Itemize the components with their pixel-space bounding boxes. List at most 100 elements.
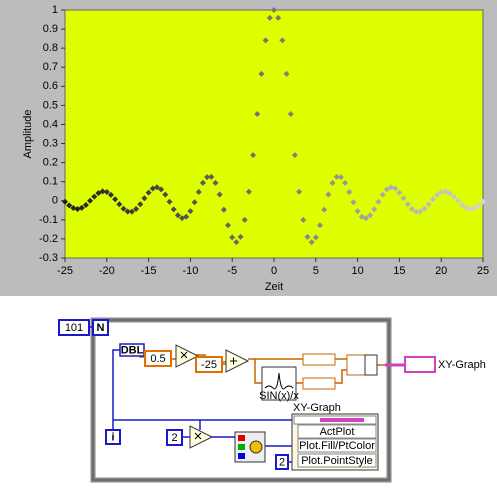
- property-node-label: XY-Graph: [293, 402, 341, 414]
- point: [254, 110, 261, 117]
- point: [291, 152, 298, 159]
- point: [333, 173, 340, 180]
- constant: [144, 350, 172, 367]
- indicator-label: XY-Graph: [438, 359, 486, 371]
- block-diagram: 101 N DBL 0.5 -25 SIN(x)/x: [58, 317, 486, 483]
- constant: [195, 356, 223, 373]
- point: [99, 188, 106, 195]
- point: [174, 212, 181, 219]
- point: [275, 14, 282, 21]
- y-tick-label: 1: [52, 4, 58, 16]
- x-tick-label: 25: [477, 265, 489, 277]
- rgb-b: [238, 453, 245, 459]
- point: [74, 205, 81, 212]
- x-tick-label: 10: [351, 265, 363, 277]
- for-loop-edge: [92, 319, 390, 481]
- point: [212, 179, 219, 186]
- point: [354, 208, 361, 215]
- point: [362, 215, 369, 222]
- y-axis-label: Amplitude: [22, 110, 34, 159]
- graph-terminal: [404, 356, 436, 373]
- y-tick-label: 0.6: [43, 80, 58, 92]
- rgb-r: [238, 435, 245, 441]
- point: [195, 188, 202, 195]
- point: [392, 185, 399, 192]
- plot-area: [64, 9, 484, 259]
- point: [187, 208, 194, 215]
- point: [300, 216, 307, 223]
- point: [137, 201, 144, 208]
- loop-count: 101: [65, 322, 83, 334]
- sinc-icon: [261, 366, 297, 401]
- point: [475, 202, 482, 209]
- point: [400, 195, 407, 202]
- property-row: Plot.Fill/PtColor: [299, 440, 375, 452]
- y-tick-label: 0.5: [43, 99, 58, 111]
- point: [454, 197, 461, 204]
- point: [463, 204, 470, 211]
- y-tick-label: 0.1: [43, 176, 58, 188]
- y-tick-label: 0.7: [43, 61, 58, 73]
- y-tick-label: 0.2: [43, 157, 58, 169]
- y-tick-label: -0.1: [39, 214, 58, 226]
- point: [153, 184, 160, 191]
- point: [120, 205, 127, 212]
- point: [220, 206, 227, 213]
- multiply: [189, 425, 214, 449]
- wire: [335, 369, 347, 384]
- multiply: [175, 344, 200, 368]
- point: [308, 239, 315, 246]
- const-offset: -25: [201, 359, 217, 371]
- const-style: 2: [279, 456, 285, 468]
- point: [279, 37, 286, 44]
- point: [480, 198, 486, 205]
- const-mult: 2: [171, 432, 177, 444]
- point: [438, 188, 445, 195]
- point: [162, 191, 169, 198]
- point: [467, 205, 474, 212]
- point: [287, 110, 294, 117]
- point: [421, 205, 428, 212]
- point: [316, 222, 323, 229]
- point: [237, 233, 244, 240]
- x-tick-label: -25: [57, 265, 73, 277]
- point: [266, 14, 273, 21]
- point: [325, 191, 332, 198]
- multiply-glyph: [180, 351, 188, 359]
- point: [312, 234, 319, 241]
- x-tick-label: 0: [271, 265, 277, 277]
- point: [103, 188, 110, 195]
- point: [329, 179, 336, 186]
- point: [283, 70, 290, 77]
- point: [229, 234, 236, 241]
- property-row: [297, 453, 377, 468]
- x-tick-label: -10: [182, 265, 198, 277]
- xy-graph: Amplitude Zeit -0.3 -0.2 -0.1 0 0.1 0.2 0.3 0.4 0.…: [22, 4, 489, 293]
- y-tick-label: -0.2: [39, 233, 58, 245]
- point: [225, 222, 232, 229]
- point: [91, 193, 98, 200]
- point: [258, 70, 265, 77]
- point: [425, 201, 432, 208]
- point: [158, 186, 165, 193]
- property-row: [297, 438, 377, 453]
- point: [417, 208, 424, 215]
- point: [459, 201, 466, 208]
- point: [170, 206, 177, 213]
- y-tick-label: 0: [52, 195, 58, 207]
- point: [124, 208, 131, 215]
- point: [304, 233, 311, 240]
- x-tick-label: -5: [227, 265, 237, 277]
- point: [371, 206, 378, 213]
- point: [446, 190, 453, 197]
- point: [78, 204, 85, 211]
- point: [241, 216, 248, 223]
- count-terminal: [92, 319, 109, 336]
- point: [471, 205, 478, 212]
- x-tick-label: -20: [99, 265, 115, 277]
- point: [413, 208, 420, 215]
- index-array: [302, 353, 336, 366]
- point: [434, 191, 441, 198]
- wire: [113, 419, 297, 432]
- point: [191, 199, 198, 206]
